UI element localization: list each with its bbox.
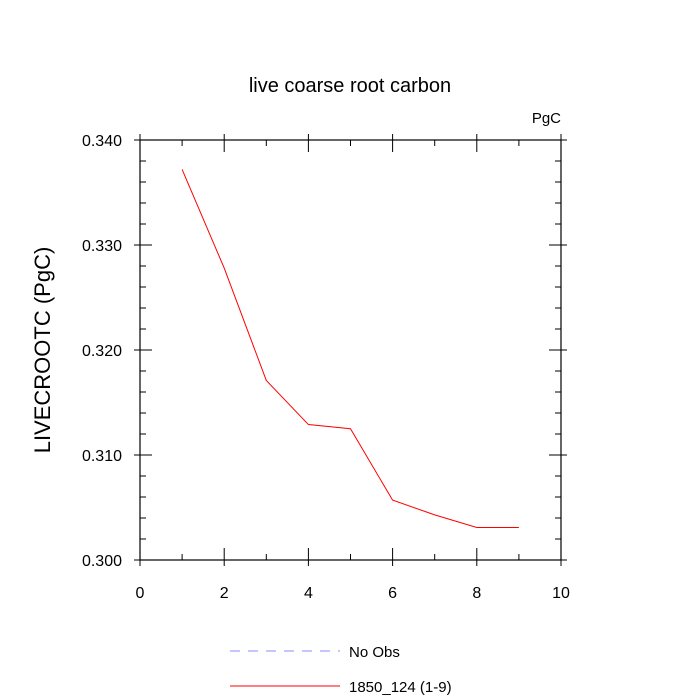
y-tick-label: 0.310: [82, 448, 122, 465]
units-label: PgC: [532, 110, 561, 127]
legend: No Obs 1850_124 (1-9): [230, 644, 452, 696]
y-tick-label: 0.340: [82, 133, 122, 150]
data-point: [307, 423, 310, 426]
plot-area: 0 2 4 6 8 10 0.300 0.310 0.320 0.330 0.340: [82, 133, 570, 602]
data-point: [349, 427, 352, 430]
series-line-0: [181, 169, 519, 528]
x-tick-label: 2: [220, 585, 229, 602]
data-point: [181, 168, 184, 171]
x-tick-label: 0: [136, 585, 145, 602]
data-point: [517, 526, 520, 529]
y-tick-label: 0.300: [82, 553, 122, 570]
data-point: [475, 526, 478, 529]
y-axis-label: LIVECROOTC (PgC): [30, 247, 55, 454]
data-point: [433, 513, 436, 516]
y-tick-label: 0.330: [82, 238, 122, 255]
x-tick-label: 6: [388, 585, 397, 602]
legend-label: 1850_124 (1-9): [349, 679, 452, 696]
y-tick-label: 0.320: [82, 343, 122, 360]
legend-label: No Obs: [349, 644, 400, 661]
x-tick-label: 8: [472, 585, 481, 602]
plot-frame: [139, 139, 562, 561]
data-point: [265, 379, 268, 382]
x-tick-label: 4: [304, 585, 313, 602]
data-point: [391, 499, 394, 502]
chart-title: live coarse root carbon: [249, 75, 451, 97]
data-point: [223, 267, 226, 270]
x-tick-label: 10: [552, 585, 570, 602]
